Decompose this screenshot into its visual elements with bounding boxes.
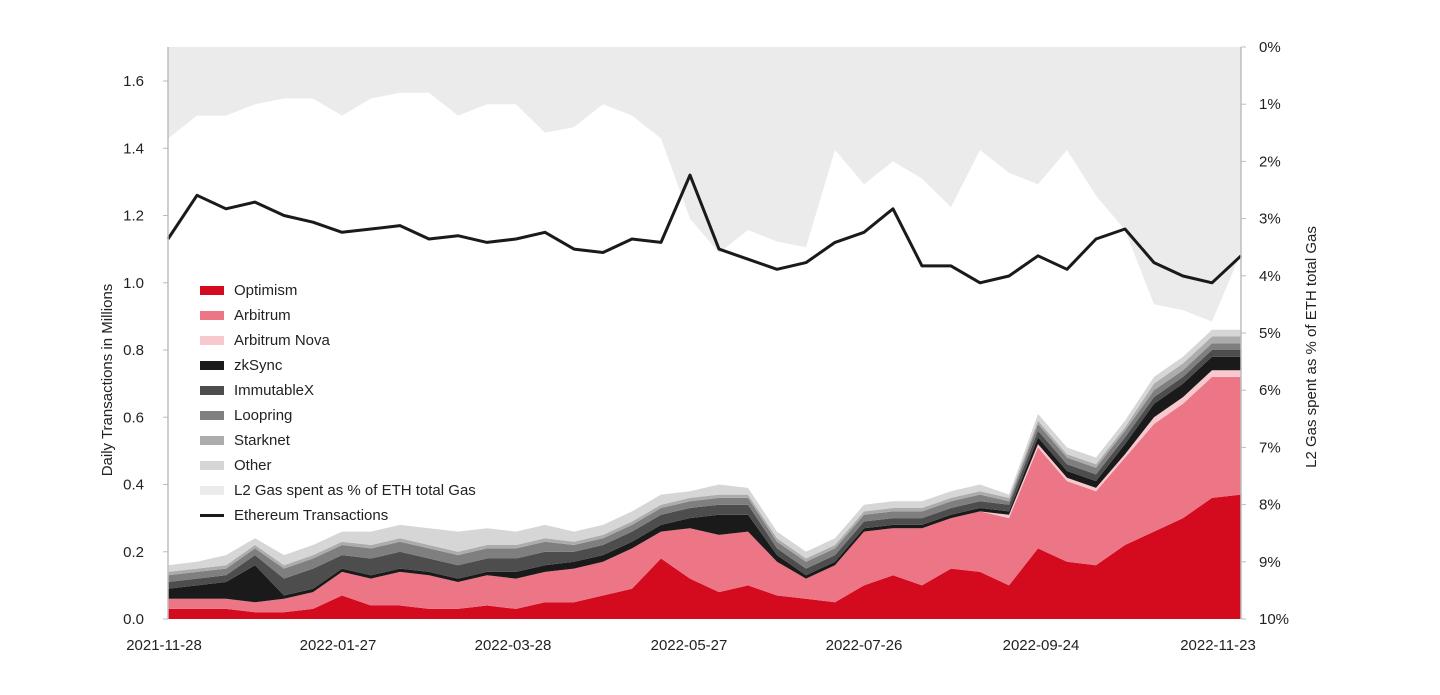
legend-color-swatch [200,386,224,395]
y2-tick-label: 8% [1259,497,1281,514]
legend: Optimism Arbitrum Arbitrum Nova zkSync Immut… [200,278,476,528]
legend-color-swatch [200,311,224,320]
legend-label: Arbitrum [234,307,291,324]
legend-color-swatch [200,436,224,445]
ethereum-transactions-line [166,173,1243,285]
legend-item: Arbitrum Nova [200,328,476,353]
legend-label: ImmutableX [234,382,315,399]
y2-tick-label: 10% [1259,611,1289,628]
y2-tick-label: 0% [1259,39,1281,56]
y-axis-title: Daily Transactions in Millions [99,284,116,477]
y2-axis-title: L2 Gas spent as % of ETH total Gas [1303,226,1320,468]
y2-tick-label: 5% [1259,325,1281,342]
y2-tick-label: 9% [1259,554,1281,571]
y2-tick-label: 2% [1259,153,1281,170]
legend-color-swatch [200,336,224,345]
x-tick-label: 2021-11-28 [126,637,202,654]
gas-share-area [168,47,1241,322]
y2-tick-label: 4% [1259,268,1281,285]
area-arbitrum [168,376,1241,613]
legend-line-swatch [200,514,224,517]
legend-item: ImmutableX [200,378,476,403]
legend-color-swatch [200,286,224,295]
y-tick-label: 1.4 [123,140,144,157]
y-tick-label: 0.6 [123,409,144,426]
y2-tick-label: 6% [1259,382,1281,399]
legend-item: Other [200,453,476,478]
legend-item: Optimism [200,278,476,303]
y2-tick-label: 3% [1259,211,1281,228]
legend-item: Loopring [200,403,476,428]
y-tick-label: 0.0 [123,611,144,628]
legend-label: Arbitrum Nova [234,332,330,349]
y-tick-label: 0.4 [123,477,144,494]
legend-label: Starknet [234,432,290,449]
legend-color-swatch [200,411,224,420]
y-tick-label: 1.0 [123,275,144,292]
x-tick-label: 2022-11-23 [1180,637,1256,654]
legend-label: zkSync [234,357,283,374]
legend-label: Other [234,457,272,474]
legend-color-swatch [200,361,224,370]
x-tick-label: 2022-09-24 [1003,637,1080,654]
legend-label: Ethereum Transactions [234,507,389,524]
legend-item: Starknet [200,428,476,453]
legend-color-swatch [200,486,224,495]
legend-item: zkSync [200,353,476,378]
area-optimism [168,494,1241,619]
x-tick-label: 2022-01-27 [300,637,377,654]
legend-item: Arbitrum [200,303,476,328]
y-tick-label: 1.6 [123,73,144,90]
legend-label: Loopring [234,407,293,424]
y2-tick-label: 1% [1259,96,1281,113]
legend-label: Optimism [234,282,298,299]
x-tick-label: 2022-05-27 [651,637,728,654]
legend-item: Ethereum Transactions [200,503,476,528]
legend-color-swatch [200,461,224,470]
y-tick-label: 0.2 [123,544,144,561]
y-tick-label: 0.8 [123,342,144,359]
x-tick-label: 2022-03-28 [475,637,552,654]
area-other [168,329,1241,572]
legend-label: L2 Gas spent as % of ETH total Gas [234,482,476,499]
legend-item: L2 Gas spent as % of ETH total Gas [200,478,476,503]
y-tick-label: 1.2 [123,208,144,225]
x-tick-label: 2022-07-26 [826,637,903,654]
y2-tick-label: 7% [1259,439,1281,456]
